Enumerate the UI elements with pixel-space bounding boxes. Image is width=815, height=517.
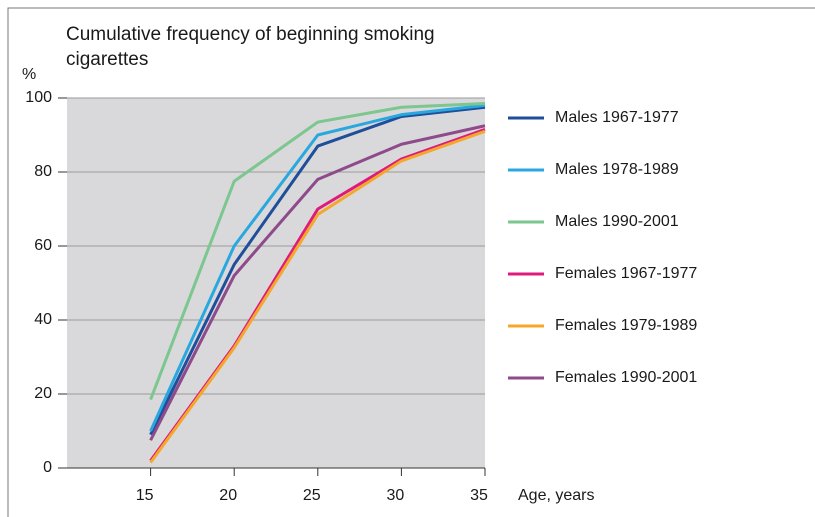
y-tick-label: 0 (43, 459, 52, 476)
x-tick-label: 35 (470, 487, 488, 504)
legend-label: Females 1979-1989 (555, 317, 697, 334)
chart-title: Cumulative frequency of beginning smokin… (66, 24, 435, 70)
legend-label: Males 1967-1977 (555, 109, 679, 126)
legend-label: Males 1990-2001 (555, 213, 679, 230)
x-tick-label: 30 (387, 487, 405, 504)
y-tick-label: 60 (34, 237, 52, 254)
y-tick-label: 100 (25, 89, 52, 106)
series-line (149, 105, 486, 436)
legend-label: Females 1990-2001 (555, 369, 697, 386)
y-tick-label: 40 (34, 311, 52, 328)
legend-label: Males 1978-1989 (555, 161, 679, 178)
series-line (149, 102, 486, 401)
y-axis-label: % (22, 66, 36, 83)
series-line (149, 103, 486, 432)
series-line (149, 129, 486, 464)
y-tick-label: 20 (34, 385, 52, 402)
frame (7, 7, 815, 517)
legend-label: Females 1967-1977 (555, 265, 697, 282)
x-axis-label: Age, years (518, 487, 594, 504)
x-tick-label: 20 (219, 487, 237, 504)
x-tick-label: 15 (136, 487, 154, 504)
series-line (149, 124, 486, 441)
y-tick-label: 80 (34, 163, 52, 180)
x-tick-label: 25 (303, 487, 321, 504)
